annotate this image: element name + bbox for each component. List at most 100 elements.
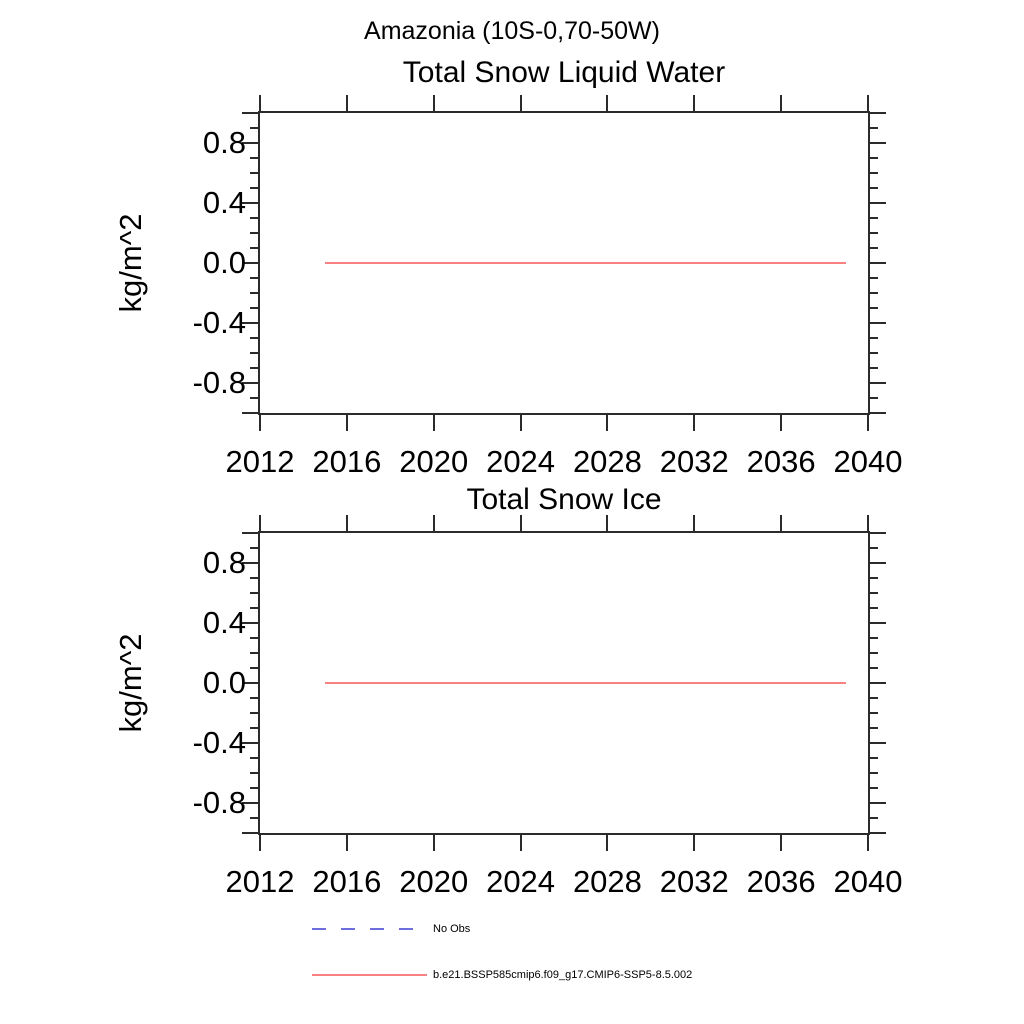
y-tick (868, 682, 886, 684)
y-tick (868, 172, 878, 174)
x-tick-label: 2040 (833, 864, 903, 899)
x-tick (259, 515, 261, 533)
y-tick (868, 742, 886, 744)
x-tick-label: 2032 (659, 864, 729, 899)
x-tick-label: 2024 (486, 444, 556, 479)
y-tick (242, 202, 260, 204)
x-tick (345, 413, 348, 431)
x-tick-label: 2024 (486, 864, 556, 899)
y-tick (250, 757, 260, 759)
y-tick (250, 697, 260, 699)
y-tick (250, 547, 260, 549)
y-tick (868, 352, 878, 354)
x-tick (606, 95, 609, 113)
y-tick (242, 622, 260, 624)
x-tick (693, 833, 696, 851)
x-tick-label: 2020 (399, 864, 469, 899)
y-tick (868, 247, 878, 249)
chart1-plot-area: 2012 2016 2020 2024 2028 2032 2036 2040 0.8 0.4 0.… (193, 95, 902, 479)
y-tick (868, 817, 878, 819)
y-tick-label: 0.8 (202, 545, 246, 580)
y-tick (250, 772, 260, 774)
y-tick (242, 682, 260, 684)
y-tick-label: 0.0 (202, 245, 246, 280)
y-tick (250, 352, 260, 354)
figure-title: Amazonia (10S-0,70-50W) (364, 17, 660, 45)
model-solid-line-swatch (312, 974, 427, 976)
y-tick (242, 382, 260, 384)
y-tick (868, 142, 886, 144)
y-tick (250, 337, 260, 339)
x-tick (606, 413, 609, 431)
y-tick (242, 322, 260, 324)
y-tick (250, 187, 260, 189)
y-tick (250, 277, 260, 279)
y-tick (242, 142, 260, 144)
y-tick (868, 412, 886, 414)
y-tick (250, 637, 260, 639)
chart2-plot-area: 2012 2016 2020 2024 2028 2032 2036 2040 0.8 0.4 0.… (193, 515, 902, 899)
y-tick (242, 532, 260, 534)
y-tick (868, 787, 878, 789)
x-tick (259, 95, 261, 113)
x-tick (780, 95, 783, 113)
x-tick-label: 2012 (225, 444, 295, 479)
y-tick (868, 292, 878, 294)
x-tick (693, 515, 696, 533)
y-tick (868, 607, 878, 609)
y-tick (868, 397, 878, 399)
y-tick (250, 127, 260, 129)
y-tick (868, 832, 886, 834)
y-tick (868, 337, 878, 339)
y-tick (250, 367, 260, 369)
y-tick (250, 592, 260, 594)
y-tick (868, 727, 878, 729)
y-tick (242, 112, 260, 114)
y-tick (250, 712, 260, 714)
y-tick (868, 757, 878, 759)
legend-item-no-obs: No Obs (312, 919, 470, 939)
y-tick (868, 187, 878, 189)
series-line (325, 682, 847, 684)
y-tick (250, 397, 260, 399)
chart2-title: Total Snow Ice (466, 483, 662, 516)
y-tick (868, 712, 878, 714)
y-tick-label: -0.8 (192, 365, 246, 400)
y-tick (250, 817, 260, 819)
x-tick-label: 2012 (225, 864, 295, 899)
x-tick-label: 2036 (746, 864, 816, 899)
x-tick-label: 2040 (833, 444, 903, 479)
x-tick (867, 95, 869, 113)
y-tick (250, 667, 260, 669)
x-tick (867, 515, 869, 533)
y-tick (868, 667, 878, 669)
y-tick (250, 652, 260, 654)
y-tick (250, 217, 260, 219)
series-line (325, 262, 847, 264)
y-tick (250, 157, 260, 159)
y-tick-label: -0.4 (192, 725, 246, 760)
y-tick-label: -0.8 (192, 785, 246, 820)
y-tick (250, 787, 260, 789)
x-tick (432, 95, 435, 113)
chart1-title: Total Snow Liquid Water (402, 56, 726, 89)
y-tick (868, 382, 886, 384)
x-tick-label: 2028 (572, 864, 642, 899)
x-tick (345, 515, 348, 533)
x-tick-label: 2032 (659, 444, 729, 479)
x-tick (606, 515, 609, 533)
y-tick (868, 622, 886, 624)
y-tick (250, 307, 260, 309)
y-tick (250, 247, 260, 249)
y-tick (250, 172, 260, 174)
y-tick (250, 292, 260, 294)
y-tick (868, 157, 878, 159)
x-tick (432, 515, 435, 533)
x-tick (519, 413, 522, 431)
y-tick (250, 607, 260, 609)
y-tick-label: -0.4 (192, 305, 246, 340)
y-tick (868, 307, 878, 309)
x-tick (259, 833, 261, 851)
y-tick (250, 232, 260, 234)
